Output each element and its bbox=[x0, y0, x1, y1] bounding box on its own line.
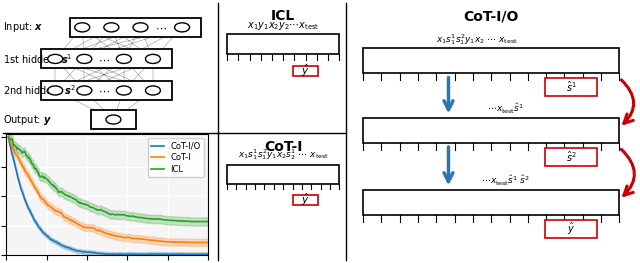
FancyBboxPatch shape bbox=[70, 18, 201, 37]
Text: 2nd hidden: $\boldsymbol{s}^2$: 2nd hidden: $\boldsymbol{s}^2$ bbox=[3, 84, 76, 97]
Line: CoT-I: CoT-I bbox=[8, 137, 208, 242]
Text: $\hat{y}$: $\hat{y}$ bbox=[567, 221, 575, 237]
Text: $\cdots x_\mathrm{test} \hat{s}^1 \ \hat{s}^2$: $\cdots x_\mathrm{test} \hat{s}^1 \ \hat… bbox=[481, 174, 530, 188]
Text: $x_1 s_1^1 s_1^2 y_1 x_2 s_2^1 \ \cdots \ x_\mathrm{test}$: $x_1 s_1^1 s_1^2 y_1 x_2 s_2^1 \ \cdots … bbox=[237, 147, 329, 162]
CoT-I bbox=[127, 236, 134, 239]
ICL bbox=[123, 214, 131, 217]
CoT-I bbox=[204, 241, 211, 244]
Text: CoT-I/O: CoT-I/O bbox=[463, 9, 519, 23]
Text: $\hat{y}$: $\hat{y}$ bbox=[301, 191, 310, 208]
Text: $\hat{y}$: $\hat{y}$ bbox=[301, 63, 310, 79]
FancyBboxPatch shape bbox=[227, 34, 339, 54]
CoT-I bbox=[173, 240, 180, 244]
FancyBboxPatch shape bbox=[545, 78, 596, 97]
Circle shape bbox=[77, 54, 92, 63]
Circle shape bbox=[175, 23, 189, 32]
Legend: CoT-I/O, CoT-I, ICL: CoT-I/O, CoT-I, ICL bbox=[148, 138, 204, 177]
Circle shape bbox=[75, 23, 90, 32]
ICL bbox=[190, 220, 198, 223]
Circle shape bbox=[133, 23, 148, 32]
Text: $x_1 y_1 x_2 y_2 \cdots x_\mathrm{test}$: $x_1 y_1 x_2 y_2 \cdots x_\mathrm{test}$ bbox=[247, 20, 319, 32]
CoT-I bbox=[4, 135, 12, 139]
Circle shape bbox=[48, 86, 63, 95]
CoT-I/O bbox=[138, 253, 145, 256]
FancyBboxPatch shape bbox=[293, 195, 318, 205]
ICL bbox=[127, 215, 134, 218]
FancyBboxPatch shape bbox=[545, 148, 596, 166]
Circle shape bbox=[145, 54, 161, 63]
Text: $\cdots$: $\cdots$ bbox=[98, 86, 110, 96]
CoT-I/O bbox=[5, 139, 13, 142]
Line: ICL: ICL bbox=[8, 137, 208, 222]
ICL bbox=[186, 220, 193, 223]
Text: ICL: ICL bbox=[271, 9, 295, 23]
CoT-I bbox=[186, 241, 193, 244]
ICL bbox=[173, 219, 180, 222]
Text: Input: $\boldsymbol{x}$: Input: $\boldsymbol{x}$ bbox=[3, 20, 44, 34]
FancyBboxPatch shape bbox=[363, 118, 620, 143]
ICL bbox=[4, 135, 12, 139]
Circle shape bbox=[145, 86, 161, 95]
CoT-I bbox=[123, 236, 131, 239]
CoT-I/O bbox=[4, 135, 12, 139]
Circle shape bbox=[48, 54, 63, 63]
ICL bbox=[5, 138, 13, 141]
Text: $\cdots$: $\cdots$ bbox=[98, 54, 110, 64]
FancyBboxPatch shape bbox=[91, 110, 136, 129]
Text: 1st hidden: $\boldsymbol{s}^1$: 1st hidden: $\boldsymbol{s}^1$ bbox=[3, 52, 73, 66]
CoT-I/O bbox=[186, 253, 194, 256]
CoT-I bbox=[204, 241, 212, 244]
Text: $x_1 s_1^1 s_1^2 y_1 x_2 \ \cdots \ x_\mathrm{test}$: $x_1 s_1^1 s_1^2 y_1 x_2 \ \cdots \ x_\m… bbox=[436, 32, 518, 47]
Circle shape bbox=[106, 115, 121, 124]
FancyBboxPatch shape bbox=[227, 165, 339, 184]
Text: $\cdots$: $\cdots$ bbox=[156, 23, 167, 33]
Circle shape bbox=[116, 54, 131, 63]
Text: Output: $\boldsymbol{y}$: Output: $\boldsymbol{y}$ bbox=[3, 113, 52, 127]
CoT-I/O bbox=[124, 252, 131, 256]
CoT-I/O bbox=[127, 252, 134, 256]
CoT-I/O bbox=[173, 252, 181, 256]
FancyBboxPatch shape bbox=[545, 220, 596, 238]
FancyBboxPatch shape bbox=[363, 48, 620, 73]
CoT-I bbox=[124, 236, 131, 239]
Line: CoT-I/O: CoT-I/O bbox=[8, 137, 208, 254]
Text: $\cdots x_\mathrm{test} \hat{s}^1$: $\cdots x_\mathrm{test} \hat{s}^1$ bbox=[487, 102, 524, 116]
Circle shape bbox=[77, 86, 92, 95]
FancyBboxPatch shape bbox=[41, 49, 172, 68]
Text: $\hat{s}^2$: $\hat{s}^2$ bbox=[566, 150, 576, 164]
ICL bbox=[204, 220, 212, 223]
CoT-I bbox=[5, 138, 13, 141]
FancyBboxPatch shape bbox=[41, 81, 172, 100]
Text: $\hat{s}^1$: $\hat{s}^1$ bbox=[566, 80, 577, 94]
ICL bbox=[124, 214, 131, 218]
FancyBboxPatch shape bbox=[293, 65, 318, 76]
Circle shape bbox=[116, 86, 131, 95]
Text: CoT-I: CoT-I bbox=[264, 140, 302, 154]
CoT-I/O bbox=[123, 252, 131, 256]
Circle shape bbox=[104, 23, 119, 32]
CoT-I/O bbox=[204, 253, 212, 256]
FancyBboxPatch shape bbox=[363, 190, 620, 215]
